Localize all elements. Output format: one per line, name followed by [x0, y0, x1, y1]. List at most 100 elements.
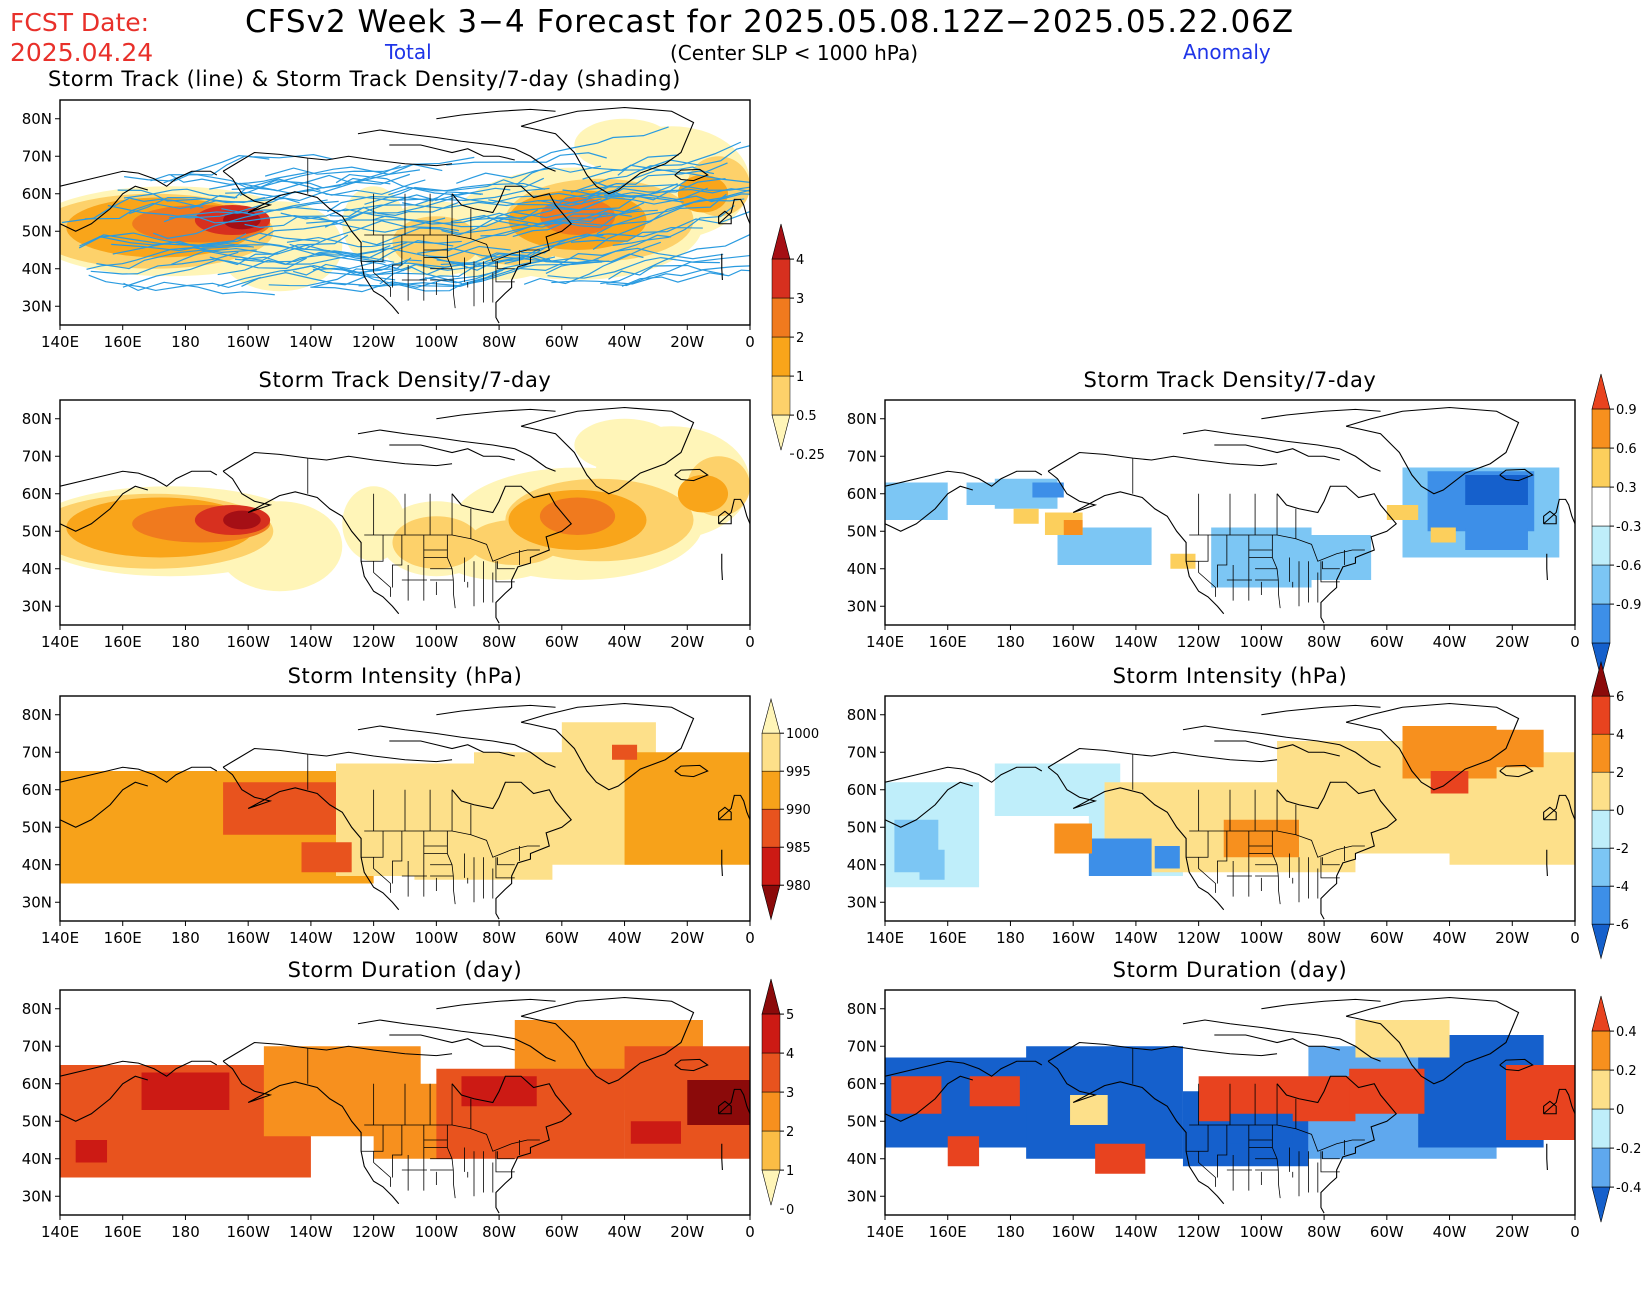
lat-tick-label: 70N	[847, 743, 877, 761]
colorbar-tick-label: 5	[786, 1008, 794, 1023]
lat-tick-label: 70N	[22, 447, 52, 465]
colorbar-tick-label: 0	[1616, 804, 1624, 819]
lon-tick-label: 140W	[1114, 929, 1158, 947]
lon-tick-label: 140W	[1114, 633, 1158, 651]
lat-tick-label: 60N	[22, 781, 52, 799]
colorbar-tick-label: 0.3	[1616, 481, 1637, 496]
colorbar-tick-label: 2	[796, 331, 804, 346]
lon-tick-label: 40W	[1433, 929, 1467, 947]
lat-tick-label: 70N	[22, 1037, 52, 1055]
lat-tick-label: 50N	[22, 818, 52, 836]
anomaly-column-label: Anomaly	[1183, 40, 1271, 64]
lon-tick-label: 100W	[415, 929, 459, 947]
lon-tick-label: 60W	[545, 333, 579, 351]
lat-tick-label: 40N	[22, 260, 52, 278]
lon-tick-label: 180	[171, 633, 200, 651]
lon-tick-label: 140E	[41, 633, 79, 651]
lon-tick-label: 180	[996, 1223, 1025, 1241]
panel-title-duration-total: Storm Duration (day)	[287, 958, 523, 982]
lat-tick-label: 80N	[22, 1000, 52, 1018]
lon-tick-label: 120W	[1177, 1223, 1221, 1241]
map-panel-density-anomaly: 140E 160E 180 160W 140W 120W 100W 80W 60W 40W 20W 0…	[825, 395, 1595, 659]
lon-tick-label: 160W	[1051, 1223, 1095, 1241]
lat-tick-label: 80N	[22, 706, 52, 724]
lon-tick-label: 140E	[41, 929, 79, 947]
map-panel-density-total: 140E 160E 180 160W 140W 120W 100W 80W 60W 40W 20W 0…	[0, 395, 770, 659]
lon-tick-label: 140E	[866, 633, 904, 651]
lat-tick-label: 30N	[847, 1187, 877, 1205]
colorbar-tick-label: -0.3	[1616, 520, 1641, 535]
lat-tick-label: 30N	[22, 597, 52, 615]
colorbar-tick-label: 0.2	[1616, 1064, 1637, 1079]
lon-tick-label: 60W	[1370, 929, 1404, 947]
colorbar-tick-label: 3	[786, 1086, 794, 1101]
lon-tick-label: 20W	[1495, 1223, 1529, 1241]
lon-tick-label: 180	[996, 633, 1025, 651]
lon-tick-label: 60W	[545, 1223, 579, 1241]
lon-tick-label: 80W	[1307, 929, 1341, 947]
lat-tick-label: 50N	[847, 522, 877, 540]
colorbar-tick-label: 4	[1616, 728, 1624, 743]
lon-tick-label: 0	[745, 929, 755, 947]
colorbar-tick-label: 0.5	[796, 409, 817, 424]
colorbar-tick-label: 1000	[786, 727, 819, 742]
lat-tick-label: 60N	[847, 485, 877, 503]
lon-tick-label: 160E	[104, 633, 142, 651]
lon-tick-label: 160W	[226, 333, 270, 351]
lon-tick-label: 160W	[1051, 633, 1095, 651]
threshold-label: (Center SLP < 1000 hPa)	[670, 41, 918, 65]
lon-tick-label: 100W	[415, 333, 459, 351]
colorbar-tick-label: 1	[796, 370, 804, 385]
map-panel-intensity-total: 140E 160E 180 160W 140W 120W 100W 80W 60W 40W 20W 0…	[0, 691, 770, 955]
colorbar-tick-label: 995	[786, 765, 811, 780]
lat-tick-label: 40N	[22, 856, 52, 874]
lon-tick-label: 140W	[1114, 1223, 1158, 1241]
lon-tick-label: 140W	[289, 633, 333, 651]
colorbar-tick-label: 0.4	[1616, 1025, 1637, 1040]
panel-title-track-total: Storm Track (line) & Storm Track Density…	[48, 67, 681, 91]
lon-tick-label: 80W	[482, 1223, 516, 1241]
colorbar-tick-label: 2	[786, 1125, 794, 1140]
lon-tick-label: 0	[1570, 929, 1580, 947]
lat-tick-label: 40N	[847, 560, 877, 578]
lat-tick-label: 50N	[847, 1112, 877, 1130]
map-panel-duration-total: 140E 160E 180 160W 140W 120W 100W 80W 60W 40W 20W 0…	[0, 985, 770, 1249]
lat-tick-label: 40N	[847, 856, 877, 874]
lon-tick-label: 40W	[608, 1223, 642, 1241]
colorbar-tick-label: 3	[796, 292, 804, 307]
colorbar-tick-label: 980	[786, 879, 811, 894]
lon-tick-label: 40W	[608, 929, 642, 947]
lon-tick-label: 140E	[41, 1223, 79, 1241]
lon-tick-label: 120W	[352, 929, 396, 947]
lat-tick-label: 80N	[22, 110, 52, 128]
colorbar-tick-label: -0.4	[1616, 1181, 1641, 1196]
lon-tick-label: 0	[745, 1223, 755, 1241]
lon-tick-label: 140E	[41, 333, 79, 351]
lat-tick-label: 60N	[847, 1075, 877, 1093]
lon-tick-label: 100W	[1240, 633, 1284, 651]
lon-tick-label: 160W	[1051, 929, 1095, 947]
lon-tick-label: 160E	[929, 929, 967, 947]
lat-tick-label: 30N	[847, 893, 877, 911]
colorbar-tick-label: 4	[796, 253, 804, 268]
lat-tick-label: 50N	[22, 522, 52, 540]
colorbar-intensity-anomaly: 6 4 2 0 -2 -4 -6	[1590, 658, 1650, 1044]
lat-tick-label: 30N	[22, 297, 52, 315]
lon-tick-label: 80W	[1307, 633, 1341, 651]
lon-tick-label: 20W	[1495, 633, 1529, 651]
forecast-date-value: 2025.04.24	[10, 38, 154, 67]
lon-tick-label: 0	[1570, 633, 1580, 651]
lon-tick-label: 20W	[1495, 929, 1529, 947]
lon-tick-label: 80W	[482, 633, 516, 651]
lon-tick-label: 20W	[670, 1223, 704, 1241]
colorbar-tick-label: 6	[1616, 690, 1624, 705]
lon-tick-label: 160E	[104, 929, 142, 947]
lon-tick-label: 140E	[866, 1223, 904, 1241]
colorbar-tick-label: -6	[1616, 918, 1629, 933]
lat-tick-label: 60N	[22, 1075, 52, 1093]
lon-tick-label: 120W	[352, 333, 396, 351]
colorbar-tick-label: -4	[1616, 880, 1629, 895]
lon-tick-label: 80W	[1307, 1223, 1341, 1241]
lon-tick-label: 0	[745, 333, 755, 351]
lon-tick-label: 100W	[1240, 1223, 1284, 1241]
